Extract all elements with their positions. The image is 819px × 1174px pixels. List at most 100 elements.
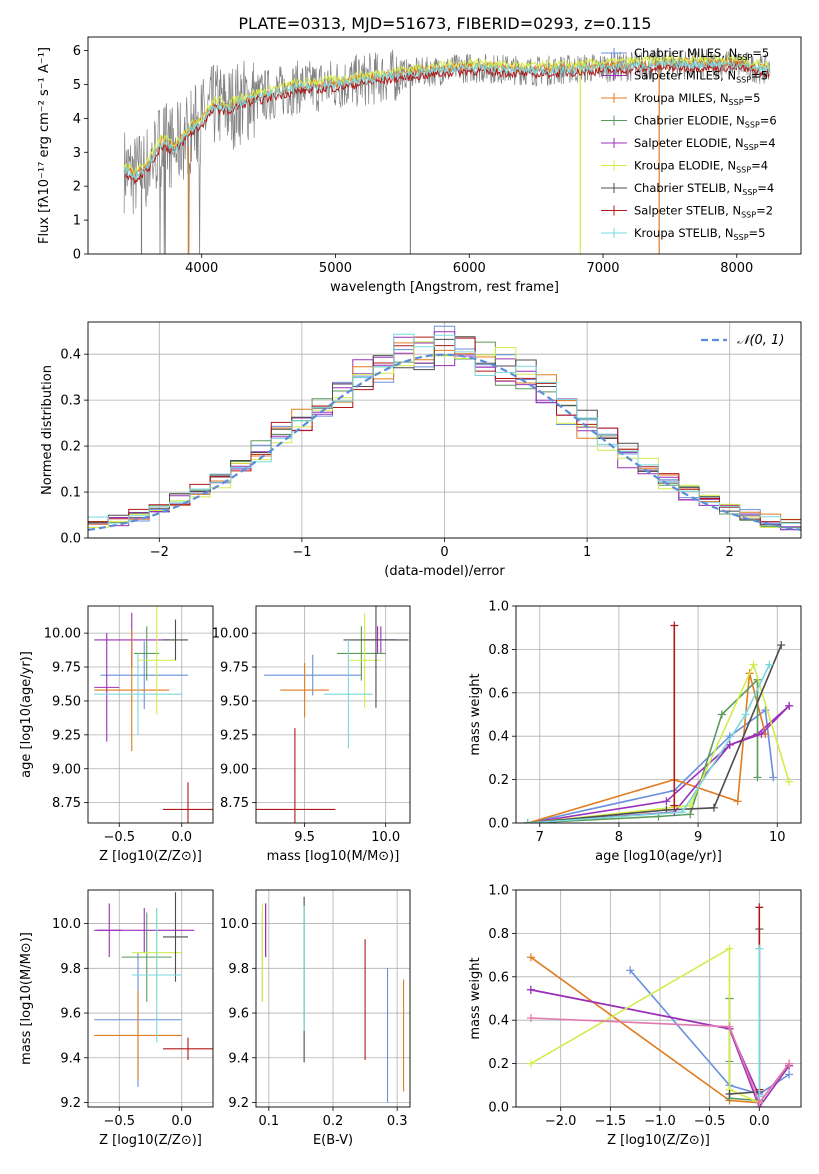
x-axis-label: wavelength [Angstrom, rest frame]	[330, 280, 559, 295]
y-tick-label: 9.75	[52, 661, 81, 676]
legend-label: Chabrier STELIB, NSSP=4	[634, 181, 774, 197]
x-axis-label: Z [log10(Z/Z⊙)]	[99, 1133, 202, 1148]
y-tick-label: 9.75	[220, 661, 249, 676]
plot-content	[88, 325, 801, 531]
y-tick-label: 1.0	[488, 600, 509, 615]
legend-label: Salpeter MILES, NSSP=5	[634, 69, 768, 85]
x-axis-label: Z [log10(Z/Z⊙)]	[607, 1133, 710, 1148]
plot-area	[516, 890, 801, 1107]
model-spectrum-line	[123, 61, 770, 186]
y-tick-label: 1	[73, 214, 81, 229]
y-tick-label: 9.6	[228, 1007, 249, 1022]
series-marker	[662, 797, 671, 806]
y-tick-label: 0.2	[488, 1057, 509, 1072]
model-spectrum-line	[123, 58, 770, 180]
y-tick-label: 0.6	[488, 970, 509, 985]
series-marker	[526, 985, 535, 994]
series-marker	[757, 730, 766, 739]
y-tick-label: 9.25	[220, 728, 249, 743]
series-marker	[753, 773, 762, 782]
y-axis-label: Flux [fλ10⁻¹⁷ erg cm⁻² s⁻¹ A⁻¹]	[37, 47, 52, 244]
axes-frame	[87, 321, 802, 539]
y-tick-label: 9.00	[220, 762, 249, 777]
x-tick-label: 8000	[720, 261, 753, 276]
y-tick-label: 2	[73, 180, 81, 195]
series-marker	[755, 903, 764, 912]
plot-content	[523, 621, 794, 823]
series-marker	[678, 808, 687, 817]
y-tick-label: 9.8	[60, 962, 81, 977]
y-tick-label: 4	[73, 112, 81, 127]
x-tick-label: 0.3	[387, 1114, 408, 1129]
x-tick-label: −2	[150, 545, 169, 560]
series-marker	[785, 1070, 794, 1079]
y-tick-label: 9.6	[60, 1007, 81, 1022]
y-tick-label: 8.75	[220, 796, 249, 811]
y-axis-label: mass weight	[468, 957, 483, 1039]
series-marker	[526, 953, 535, 962]
y-tick-label: 0.0	[488, 1101, 509, 1116]
y-tick-label: 9.00	[52, 762, 81, 777]
x-axis-label: mass [log10(M/M⊙)]	[267, 849, 400, 864]
data-spectrum-line	[123, 49, 771, 254]
plot-area	[88, 606, 213, 823]
series-marker	[526, 1059, 535, 1068]
series-marker	[725, 944, 734, 953]
y-tick-label: 9.8	[228, 962, 249, 977]
y-tick-label: 9.4	[228, 1051, 249, 1066]
panel-age_vs_Z: −0.5 0.0 8.75 9.00 9.25 9.50 9.75 10.00 Z [log10…	[19, 605, 214, 864]
x-tick-label: 10	[769, 830, 786, 845]
series-marker	[526, 1014, 535, 1023]
x-tick-label: 4000	[185, 261, 218, 276]
y-tick-label: 0.0	[488, 817, 509, 832]
axes-frame	[87, 36, 802, 255]
series-line	[527, 664, 771, 823]
plot-content	[94, 606, 213, 823]
x-tick-label: 0.1	[258, 1114, 279, 1129]
normal-curve	[88, 353, 801, 531]
y-tick-label: 0.8	[488, 643, 509, 658]
y-axis-label: mass [log10(M/M⊙)]	[19, 932, 34, 1065]
x-tick-label: 0.2	[323, 1114, 344, 1129]
series-marker	[769, 773, 778, 782]
x-tick-label: −0.5	[103, 1114, 135, 1129]
y-tick-label: 0.6	[488, 686, 509, 701]
x-tick-label: −2.0	[545, 1114, 577, 1129]
series-line	[527, 644, 782, 823]
x-tick-label: 0.0	[171, 830, 192, 845]
x-tick-label: 7000	[586, 261, 619, 276]
y-tick-label: 0.3	[60, 394, 81, 409]
y-tick-label: 0.4	[60, 348, 81, 363]
x-tick-label: 1	[583, 545, 591, 560]
y-tick-label: 9.25	[52, 728, 81, 743]
figure-title: PLATE=0313, MJD=51673, FIBERID=0293, z=0…	[238, 14, 651, 33]
panel-residual_histogram: −2 −1 0 1 2 0.0 0.1 0.2 0.3 0.4 (data-model)/error…	[40, 321, 802, 579]
series-marker	[709, 803, 718, 812]
series-marker	[733, 797, 742, 806]
series-marker	[777, 641, 786, 650]
y-tick-label: 5	[73, 78, 81, 93]
y-tick-label: 10.0	[52, 917, 81, 932]
histogram-step	[88, 333, 801, 524]
axes-frame	[515, 605, 802, 824]
x-tick-label: 0	[440, 545, 448, 560]
panel-spectrum: 4000 5000 6000 7000 8000 0 1 2 3 4 5 6 wavelength [A…	[37, 36, 802, 295]
y-tick-label: 9.50	[220, 694, 249, 709]
series-marker	[765, 660, 774, 669]
series-marker	[785, 1059, 794, 1068]
x-tick-label: 6000	[453, 261, 486, 276]
axes-frame	[515, 889, 802, 1108]
legend-label: Salpeter ELODIE, NSSP=4	[634, 136, 776, 152]
legend-label: Kroupa STELIB, NSSP=5	[634, 226, 765, 242]
y-tick-label: 9.4	[60, 1051, 81, 1066]
y-tick-label: 0	[73, 248, 81, 263]
y-tick-label: 8.75	[52, 796, 81, 811]
x-tick-label: −1	[292, 545, 311, 560]
y-tick-label: 6	[73, 44, 81, 59]
plot-content	[261, 896, 405, 1103]
y-tick-label: 9.2	[228, 1096, 249, 1111]
x-tick-label: −0.5	[694, 1114, 726, 1129]
legend-label: Salpeter STELIB, NSSP=2	[634, 204, 773, 220]
plot-area	[88, 890, 213, 1107]
